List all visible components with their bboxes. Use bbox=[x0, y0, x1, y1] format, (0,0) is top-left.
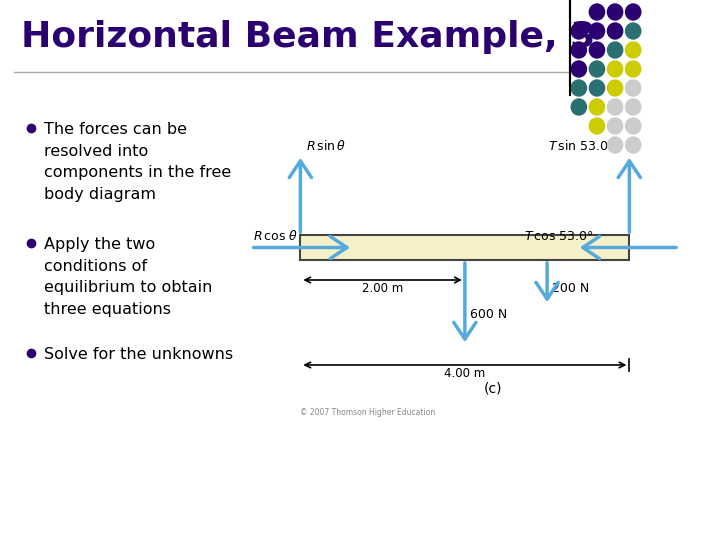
Circle shape bbox=[608, 42, 623, 58]
Circle shape bbox=[608, 4, 623, 20]
Circle shape bbox=[608, 61, 623, 77]
Circle shape bbox=[626, 61, 641, 77]
Circle shape bbox=[589, 42, 605, 58]
Circle shape bbox=[626, 42, 641, 58]
Text: $T\,\cos\,53.0°$: $T\,\cos\,53.0°$ bbox=[524, 231, 594, 244]
Circle shape bbox=[626, 80, 641, 96]
Circle shape bbox=[589, 80, 605, 96]
Bar bbox=[300, 235, 629, 260]
Circle shape bbox=[589, 118, 605, 134]
Text: $R\,\sin\theta$: $R\,\sin\theta$ bbox=[306, 139, 346, 153]
Circle shape bbox=[571, 42, 587, 58]
Circle shape bbox=[571, 23, 587, 39]
Circle shape bbox=[571, 61, 587, 77]
Circle shape bbox=[626, 118, 641, 134]
Text: (c): (c) bbox=[485, 382, 503, 396]
Text: $T\,\sin\,53.0°$: $T\,\sin\,53.0°$ bbox=[549, 139, 615, 153]
Text: 600 N: 600 N bbox=[469, 308, 507, 321]
Circle shape bbox=[589, 61, 605, 77]
Text: $R\,\cos\,\theta$: $R\,\cos\,\theta$ bbox=[253, 230, 298, 244]
Circle shape bbox=[626, 99, 641, 115]
Text: © 2007 Thomson Higher Education: © 2007 Thomson Higher Education bbox=[300, 408, 436, 417]
Circle shape bbox=[589, 99, 605, 115]
Circle shape bbox=[626, 137, 641, 153]
Text: Apply the two
conditions of
equilibrium to obtain
three equations: Apply the two conditions of equilibrium … bbox=[44, 237, 212, 317]
Circle shape bbox=[589, 23, 605, 39]
Text: Solve for the unknowns: Solve for the unknowns bbox=[44, 347, 233, 362]
Circle shape bbox=[608, 23, 623, 39]
Circle shape bbox=[626, 4, 641, 20]
Text: 200 N: 200 N bbox=[552, 281, 589, 294]
Circle shape bbox=[571, 99, 587, 115]
Circle shape bbox=[608, 137, 623, 153]
Text: The forces can be
resolved into
components in the free
body diagram: The forces can be resolved into componen… bbox=[44, 122, 231, 202]
Circle shape bbox=[589, 4, 605, 20]
Circle shape bbox=[608, 118, 623, 134]
Text: 4.00 m: 4.00 m bbox=[444, 367, 485, 380]
Circle shape bbox=[608, 80, 623, 96]
Text: Horizontal Beam Example, 3: Horizontal Beam Example, 3 bbox=[21, 20, 595, 54]
Circle shape bbox=[626, 23, 641, 39]
Circle shape bbox=[608, 99, 623, 115]
Circle shape bbox=[571, 80, 587, 96]
Text: 2.00 m: 2.00 m bbox=[362, 282, 403, 295]
